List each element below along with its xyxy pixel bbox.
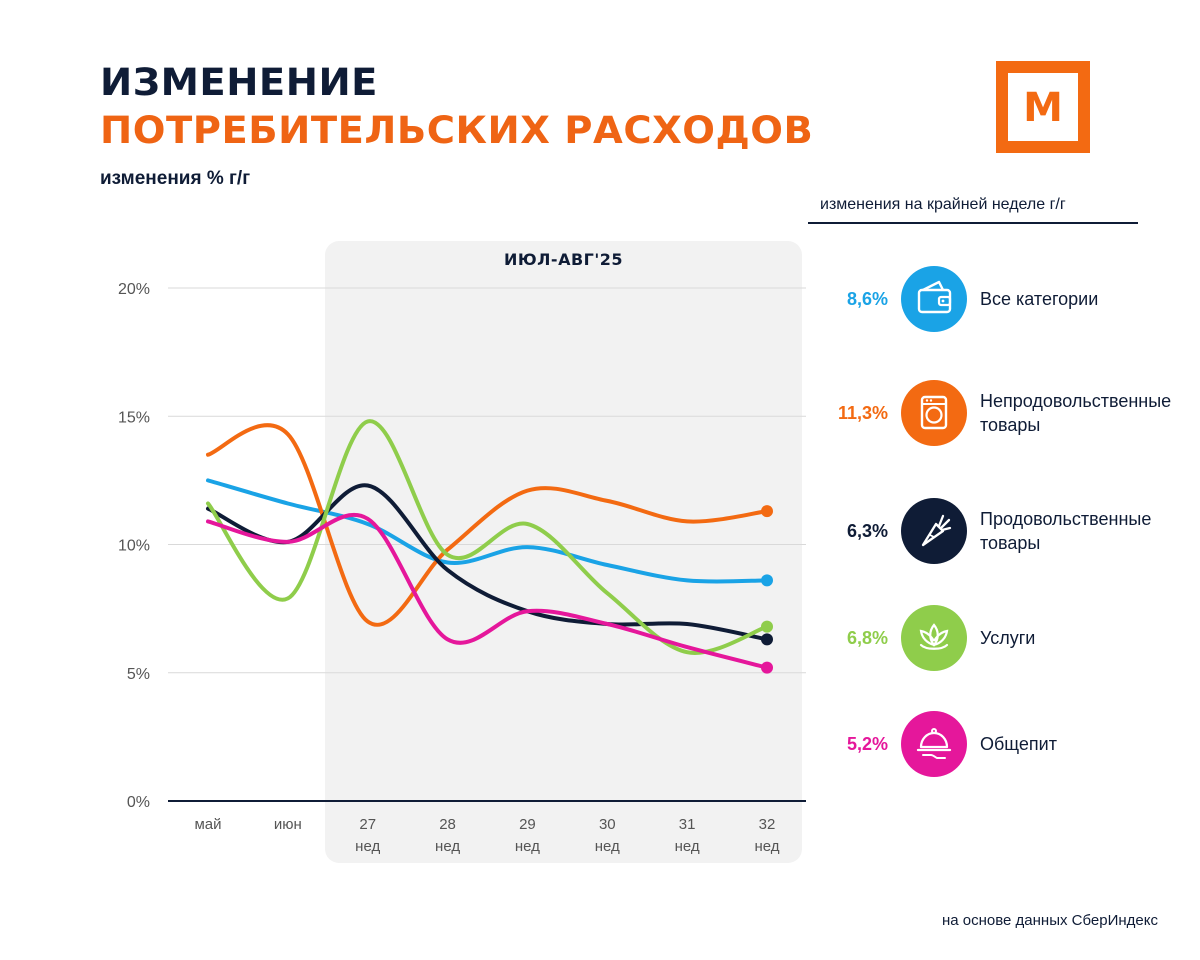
chart-subtitle: изменения % г/г: [100, 168, 251, 189]
data-source-note: на основе данных СберИндекс: [941, 912, 1158, 929]
legend-item-food: 6,3% Продовольственные товары: [0, 498, 1200, 578]
legend-item-services: 6,8% Услуги: [0, 605, 1200, 685]
series-end-point-2: [761, 505, 773, 518]
legend-label: Все категории: [980, 289, 1099, 309]
series-line-2: [206, 423, 769, 627]
x-tick-label: 28 нед: [435, 816, 460, 855]
x-tick-label: 27 нед: [355, 816, 380, 855]
legend-item-catering: 5,2% Общепит: [0, 711, 1200, 791]
legend-value: 6,8%: [846, 628, 888, 648]
legend-label: Непродовольственные товары: [980, 391, 1172, 435]
series-line-1: [206, 478, 769, 584]
legend-label: Услуги: [980, 628, 1036, 648]
x-tick-label: 31 нед: [675, 816, 700, 855]
legend-value: 5,2%: [846, 734, 888, 754]
cloche-icon: [901, 711, 967, 777]
series-line-5: [206, 512, 769, 670]
x-tick-label: 30 нед: [595, 816, 620, 855]
highlight-period-label: ИЮЛ-АВГ'25: [503, 250, 624, 269]
series-end-point-5: [761, 661, 773, 674]
series-end-point-4: [761, 620, 773, 633]
y-tick-label: 0%: [127, 794, 150, 811]
legend-item-non-food: 11,3% Непродовольственные товары: [0, 380, 1200, 460]
legend-label: Общепит: [980, 734, 1057, 754]
legend-value: 11,3%: [837, 403, 888, 423]
y-tick-label: 10%: [118, 538, 150, 555]
legend-value: 6,3%: [846, 521, 888, 541]
brand-logo: М: [996, 61, 1090, 153]
logo-letter-m-icon: М: [1023, 85, 1063, 131]
legend-label: Продовольственные товары: [980, 509, 1152, 553]
wallet-icon: [901, 266, 967, 332]
x-tick-label: 29 нед: [515, 816, 540, 855]
legend-divider: [808, 222, 1138, 224]
x-tick-label: июн: [274, 816, 302, 833]
lotus-icon: [901, 605, 967, 671]
carrot-icon: [901, 498, 967, 564]
legend-header: изменения на крайней неделе г/г: [820, 196, 1066, 213]
y-tick-label: 5%: [127, 666, 150, 683]
legend-item-all-categories: 8,6% Все категории: [0, 266, 1200, 346]
y-tick-label: 20%: [118, 281, 150, 298]
logo-letter: М: [1023, 85, 1063, 131]
x-tick-label: май: [194, 816, 221, 833]
title-line-1: ИЗМЕНЕНИЕ: [100, 61, 378, 104]
x-tick-label: 32 нед: [754, 816, 779, 855]
series-end-point-1: [761, 574, 773, 587]
y-tick-label: 15%: [118, 409, 150, 426]
title-line-2: ПОТРЕБИТЕЛЬСКИХ РАСХОДОВ: [100, 109, 814, 152]
legend-value: 8,6%: [846, 289, 888, 309]
series-end-point-3: [761, 633, 773, 646]
washing-machine-icon: [901, 380, 967, 446]
